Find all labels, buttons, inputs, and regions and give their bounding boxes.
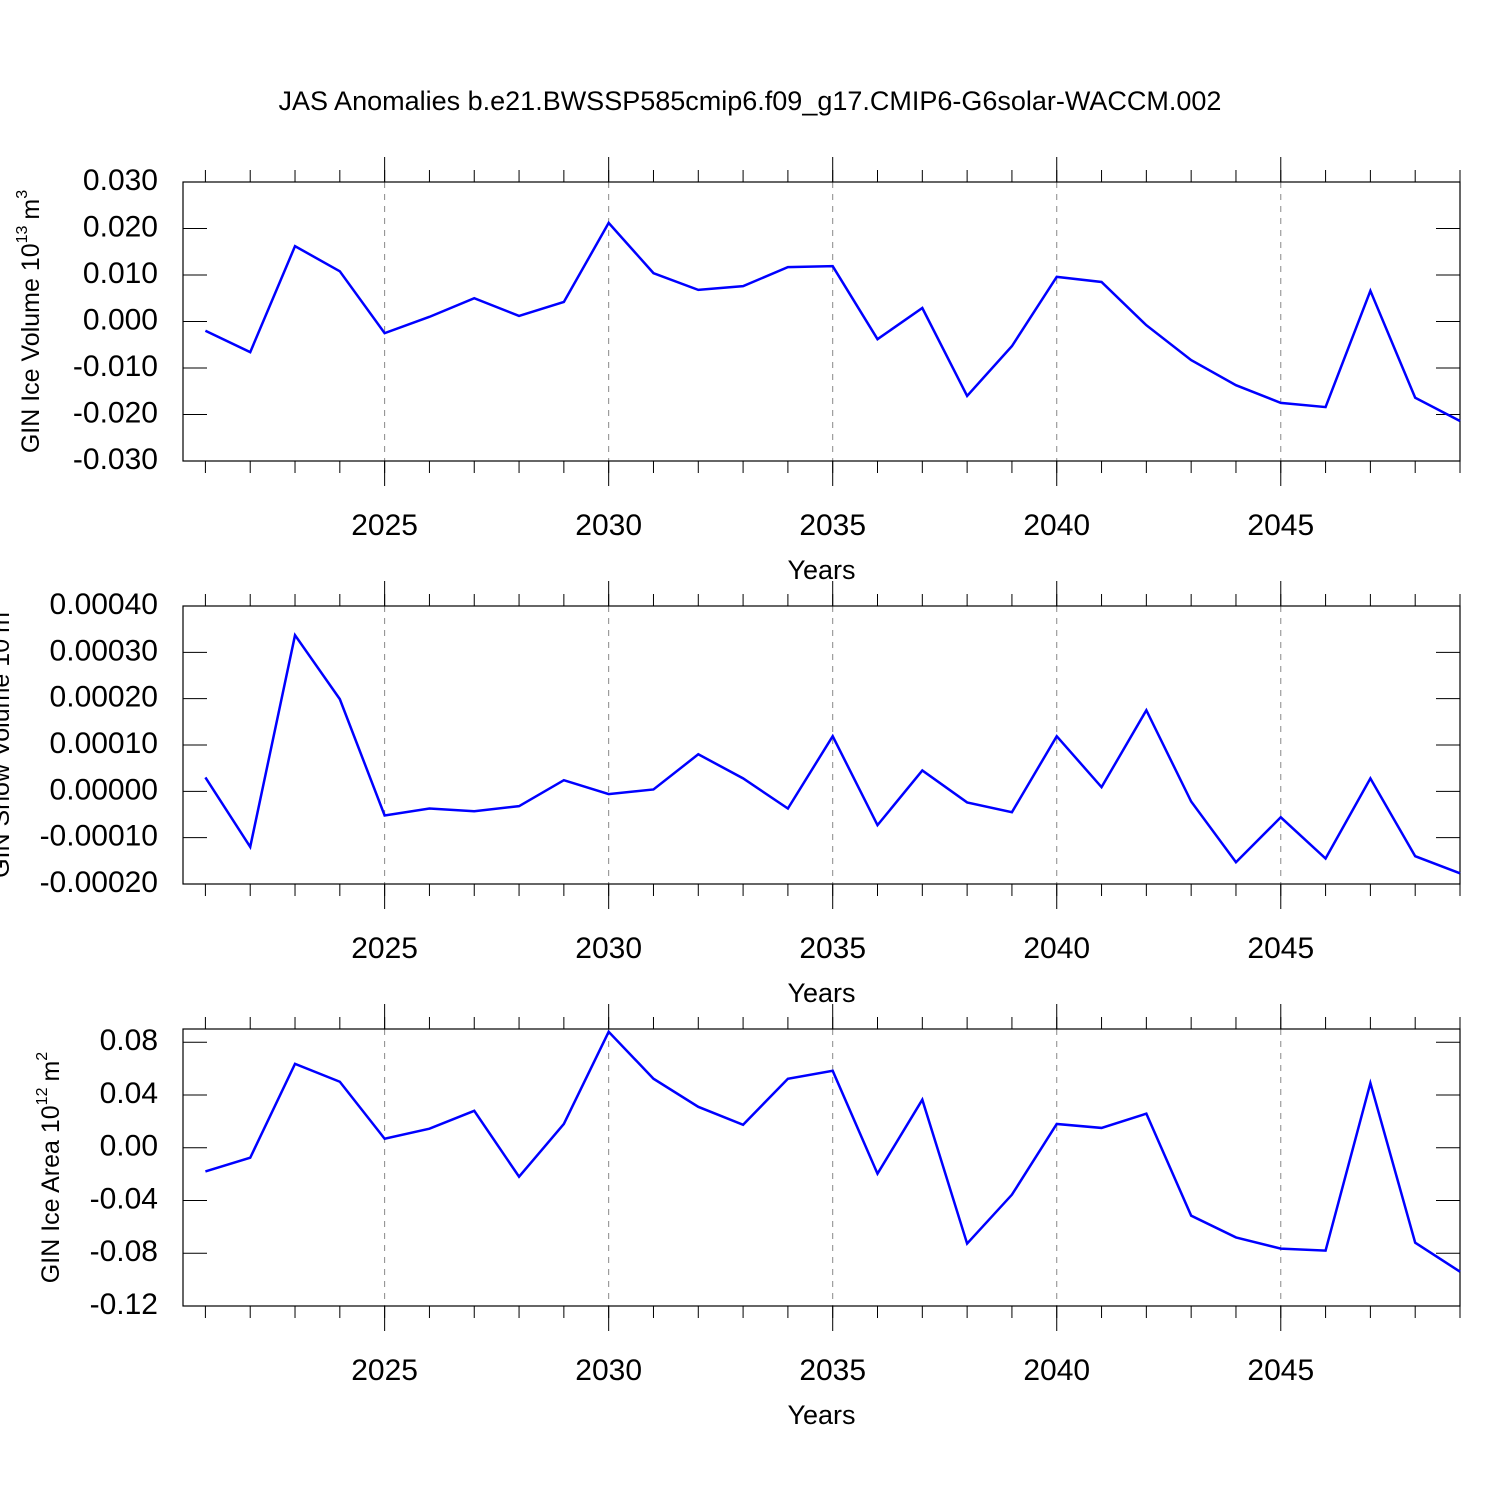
y-tick-label: -0.030 xyxy=(73,443,158,476)
x-axis-label: Years xyxy=(787,1400,855,1430)
y-tick-label: -0.00020 xyxy=(40,866,158,899)
x-axis-label: Years xyxy=(787,555,855,585)
y-tick-label: -0.12 xyxy=(90,1288,158,1321)
x-tick-label: 2025 xyxy=(351,932,418,965)
y-axis-label-part: GIN Ice Area 10 xyxy=(37,1105,65,1283)
y-tick-label: -0.010 xyxy=(73,350,158,383)
y-tick-label: 0.00040 xyxy=(50,588,158,621)
y-tick-label: -0.08 xyxy=(90,1235,158,1268)
x-tick-label: 2040 xyxy=(1023,509,1090,542)
y-axis-label-exponent: 13 xyxy=(14,225,31,243)
data-line xyxy=(205,1029,1461,1273)
x-tick-label: 2030 xyxy=(575,509,642,542)
y-tick-label: 0.030 xyxy=(83,164,158,197)
y-axis-label-part: m xyxy=(0,612,15,633)
x-tick-label: 2030 xyxy=(575,1354,642,1387)
y-tick-label: 0.00000 xyxy=(50,773,158,806)
y-tick-label: 0.00020 xyxy=(50,681,158,714)
x-tick-label: 2040 xyxy=(1023,1354,1090,1387)
y-axis-label: GIN Snow Volume 10 m xyxy=(0,612,15,878)
x-tick-label: 2035 xyxy=(799,1354,866,1387)
y-axis-label: GIN Ice Volume 1013 m3 xyxy=(14,190,44,453)
y-axis-label-exponent: 2 xyxy=(34,1052,51,1061)
x-tick-label: 2035 xyxy=(799,509,866,542)
y-axis-label-part: m xyxy=(17,199,45,220)
plot-frame xyxy=(182,181,1461,462)
y-tick-label: 0.00030 xyxy=(50,634,158,667)
x-tick-label: 2045 xyxy=(1247,932,1314,965)
x-axis-label: Years xyxy=(787,978,855,1008)
y-axis-label-part: m xyxy=(37,1061,65,1082)
y-tick-label: 0.000 xyxy=(83,303,158,336)
y-tick-label: 0.00 xyxy=(100,1130,158,1163)
plot-frame xyxy=(182,605,1461,885)
chart-title: JAS Anomalies b.e21.BWSSP585cmip6.f09_g1… xyxy=(279,86,1222,116)
y-axis-label-part: GIN Snow Volume 10 xyxy=(0,639,15,878)
y-axis-label-exponent: 12 xyxy=(34,1087,51,1105)
x-tick-label: 2025 xyxy=(351,1354,418,1387)
x-tick-label: 2030 xyxy=(575,932,642,965)
y-tick-label: -0.04 xyxy=(90,1182,158,1215)
x-tick-label: 2025 xyxy=(351,509,418,542)
x-tick-label: 2035 xyxy=(799,932,866,965)
y-tick-label: 0.04 xyxy=(100,1077,158,1110)
y-axis-label-part: GIN Ice Volume 10 xyxy=(17,243,45,453)
y-tick-label: 0.08 xyxy=(100,1024,158,1057)
y-tick-label: -0.00010 xyxy=(40,820,158,853)
data-line xyxy=(204,632,1461,875)
plot-frame xyxy=(182,1028,1461,1307)
data-line xyxy=(204,220,1461,423)
x-tick-label: 2040 xyxy=(1023,932,1090,965)
y-axis-label-exponent: 3 xyxy=(14,190,31,199)
y-tick-label: 0.010 xyxy=(83,257,158,290)
y-tick-label: 0.00010 xyxy=(50,727,158,760)
y-axis-label: GIN Ice Area 1012 m2 xyxy=(34,1052,64,1284)
x-tick-label: 2045 xyxy=(1247,509,1314,542)
y-tick-label: 0.020 xyxy=(83,210,158,243)
x-tick-label: 2045 xyxy=(1247,1354,1314,1387)
y-tick-label: -0.020 xyxy=(73,396,158,429)
